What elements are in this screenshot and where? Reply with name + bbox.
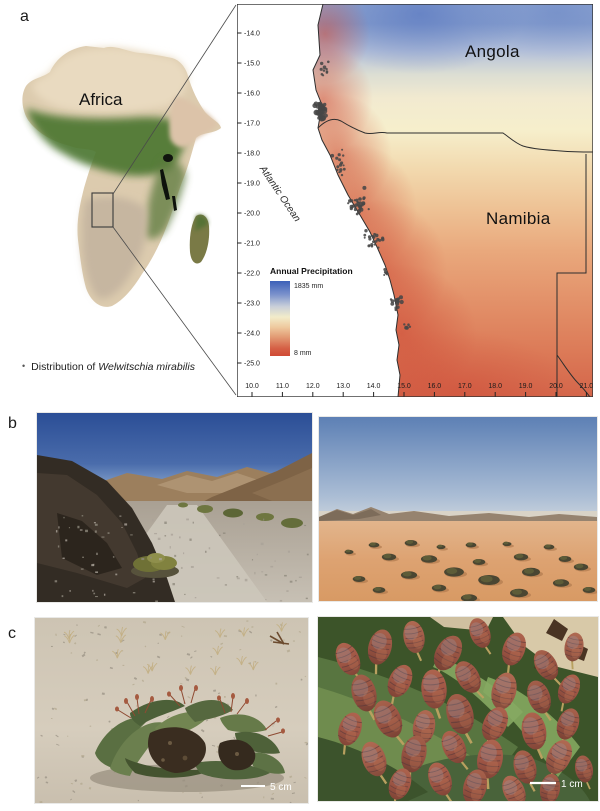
connector-line-bottom	[112, 226, 237, 396]
lake-tanganyika	[160, 169, 170, 200]
svg-text:-24.0: -24.0	[244, 331, 260, 338]
svg-text:20.0: 20.0	[549, 383, 563, 390]
svg-text:-22.0: -22.0	[244, 271, 260, 278]
precip-legend-title: Annual Precipitation	[270, 266, 353, 276]
shrubs	[178, 502, 303, 528]
africa-label: Africa	[79, 90, 123, 109]
svg-text:19.0: 19.0	[519, 383, 533, 390]
panel-a-label: a	[20, 8, 29, 25]
svg-text:18.0: 18.0	[488, 383, 502, 390]
svg-text:13.0: 13.0	[336, 383, 350, 390]
svg-text:14.0: 14.0	[367, 383, 381, 390]
svg-text:11.0: 11.0	[276, 383, 289, 390]
welwitschia-plant-large	[90, 685, 285, 792]
svg-text:-17.0: -17.0	[244, 121, 260, 128]
svg-text:-16.0: -16.0	[244, 91, 260, 98]
svg-text:-19.0: -19.0	[244, 181, 260, 188]
sand-plain	[319, 521, 597, 601]
angola-label: Angola	[465, 42, 520, 61]
inset-extent-box	[91, 192, 114, 228]
panel-b-label: b	[8, 415, 17, 432]
connector-line-top	[112, 4, 237, 195]
svg-text:10.0: 10.0	[245, 383, 259, 390]
scattered-welwitschias	[344, 540, 597, 601]
border-angola-namibia	[317, 118, 593, 153]
svg-text:-18.0: -18.0	[244, 151, 260, 158]
svg-text:-20.0: -20.0	[244, 211, 260, 218]
svg-text:-25.0: -25.0	[244, 361, 260, 368]
dry-twig	[269, 631, 290, 645]
photo-habitat-sandy-plain	[318, 416, 598, 602]
lake-malawi	[172, 196, 177, 211]
gravel-speckles	[54, 515, 309, 602]
svg-text:17.0: 17.0	[458, 383, 472, 390]
svg-text:-23.0: -23.0	[244, 301, 260, 308]
africa-continent	[22, 46, 221, 307]
welwitschia-plant-small	[131, 553, 179, 578]
photo-welwitschia-cones: 1 cm	[317, 616, 599, 802]
distant-ridge	[319, 507, 597, 523]
cone-stalks	[117, 688, 283, 737]
map-axis-ticks: -14.0 -15.0 -16.0 -17.0 -18.0 -19.0 -20.0 -21.0…	[237, 31, 593, 397]
sky	[319, 417, 597, 521]
photo-habitat-rocky-wash	[36, 412, 313, 603]
scale-label: 5 cm	[270, 782, 292, 793]
precip-colorbar	[270, 281, 290, 356]
svg-text:-14.0: -14.0	[244, 31, 260, 38]
sand-patch	[503, 617, 598, 677]
dark-rocks	[534, 619, 588, 672]
svg-text:-15.0: -15.0	[244, 61, 260, 68]
border-namibia-botswana	[556, 154, 587, 397]
svg-text:16.0: 16.0	[428, 383, 442, 390]
svg-text:21.0: 21.0	[580, 383, 593, 390]
namibia-label: Namibia	[486, 209, 551, 228]
svg-text:12.0: 12.0	[306, 383, 320, 390]
seed-cones	[335, 618, 593, 801]
coastline	[312, 4, 401, 397]
distribution-legend: • Distribution of Welwitschia mirabilis	[22, 361, 195, 373]
lake-victoria	[163, 154, 173, 162]
photo-welwitschia-whole-plant: 5 cm	[34, 617, 309, 804]
madagascar	[189, 214, 210, 264]
species-name: Welwitschia mirabilis	[98, 361, 195, 373]
distribution-dot-icon: •	[22, 361, 26, 371]
precip-min-label: 8 mm	[294, 350, 312, 357]
africa-inset-map	[22, 4, 237, 396]
distribution-dots	[312, 60, 412, 330]
panel-c-label: c	[8, 625, 16, 642]
scale-label: 1 cm	[561, 779, 583, 790]
distribution-text: Distribution of	[31, 361, 99, 373]
river-border	[556, 354, 591, 397]
cone-tips	[115, 685, 285, 734]
svg-text:-21.0: -21.0	[244, 241, 260, 248]
precip-max-label: 1835 mm	[294, 283, 324, 290]
svg-text:15.0: 15.0	[397, 383, 411, 390]
